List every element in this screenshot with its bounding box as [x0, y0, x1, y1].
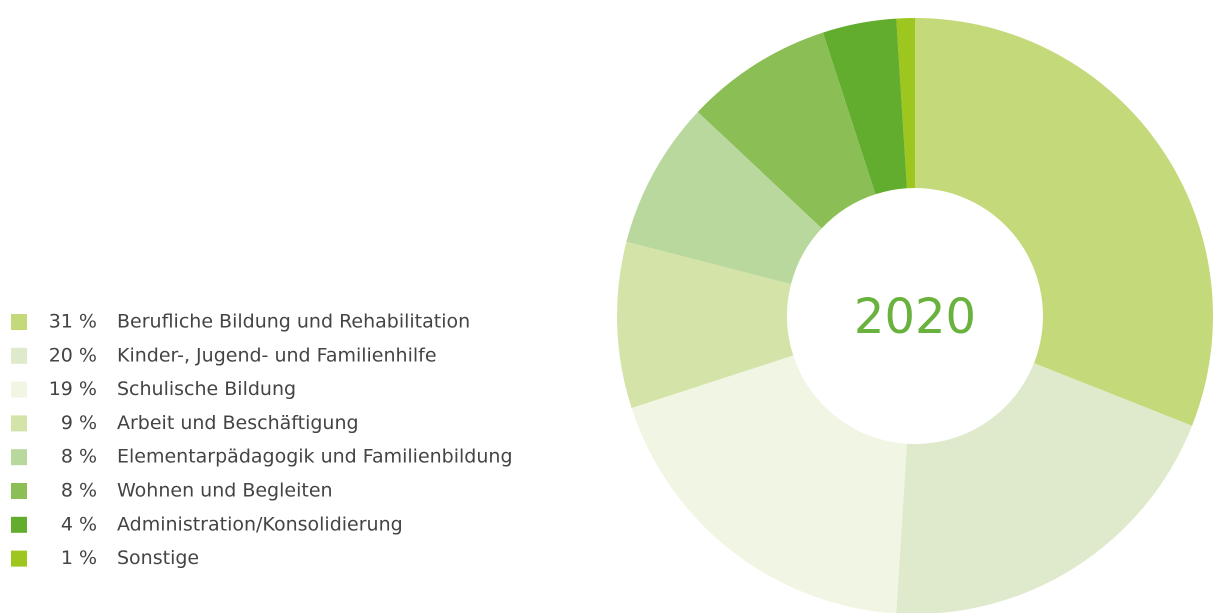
legend-label: Elementarpädagogik und Familienbildung: [117, 446, 513, 468]
donut-slice: [896, 363, 1193, 613]
legend-swatch: [11, 516, 27, 533]
legend-label: Wohnen und Begleiten: [117, 480, 333, 502]
legend-value: 31 %: [49, 311, 97, 333]
legend-value: 4 %: [61, 513, 97, 535]
legend-label: Administration/Konsolidierung: [117, 513, 403, 535]
legend-label: Schulische Bildung: [117, 378, 296, 400]
donut-slice: [697, 32, 876, 229]
legend-value: 19 %: [49, 378, 97, 400]
legend-label: Sonstige: [117, 547, 199, 569]
legend-label: Berufliche Bildung und Rehabilitation: [117, 311, 470, 333]
legend-swatch: [11, 347, 27, 364]
legend-value: 8 %: [61, 446, 97, 468]
legend-value: 8 %: [61, 480, 97, 502]
legend-swatch: [11, 550, 27, 567]
donut-slice: [631, 355, 907, 613]
legend-label: Kinder-, Jugend- und Familienhilfe: [117, 344, 437, 366]
donut-slice: [822, 18, 907, 195]
donut-slice: [626, 112, 822, 285]
chart-title: 2020: [854, 289, 976, 345]
legend-label: Arbeit und Beschäftigung: [117, 412, 359, 434]
legend-value: 9 %: [61, 412, 97, 434]
donut-slice: [896, 18, 915, 189]
legend-swatch: [11, 449, 27, 466]
legend-value: 1 %: [61, 547, 97, 569]
legend-swatch: [11, 415, 27, 432]
legend-value: 20 %: [49, 344, 97, 366]
donut-slice: [915, 18, 1213, 426]
donut-slice: [617, 241, 794, 409]
legend-swatch: [11, 381, 27, 398]
legend-swatch: [11, 483, 27, 499]
legend-swatch: [11, 314, 27, 330]
